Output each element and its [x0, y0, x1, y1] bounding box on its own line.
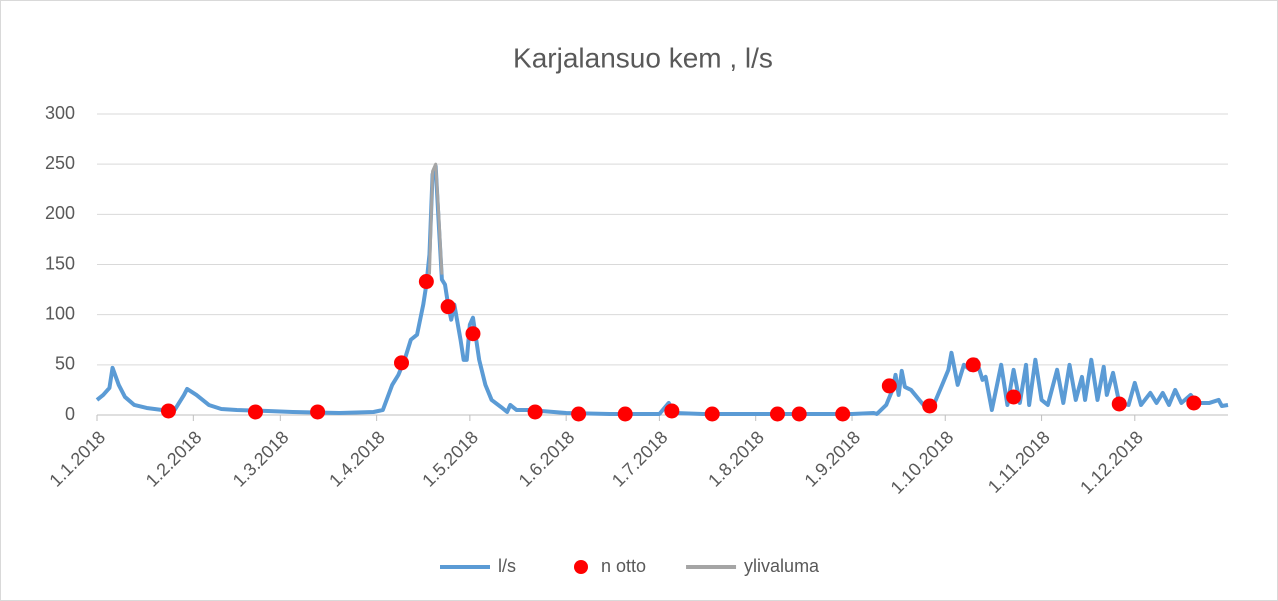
data-point	[769, 406, 785, 422]
data-point	[791, 406, 807, 422]
series-line	[95, 164, 1229, 416]
chart-title: Karjalansuo kem , l/s	[513, 42, 773, 73]
data-point	[1006, 389, 1022, 405]
data-point	[527, 404, 543, 420]
data-point	[160, 403, 176, 419]
data-point	[965, 357, 981, 373]
y-tick-label: 0	[65, 404, 75, 424]
series-line	[427, 162, 444, 275]
data-point	[704, 406, 720, 422]
data-point	[247, 404, 263, 420]
y-tick-label: 200	[45, 203, 75, 223]
data-point	[835, 406, 851, 422]
y-tick-label: 300	[45, 103, 75, 123]
legend-symbol	[574, 560, 588, 574]
y-tick-label: 250	[45, 153, 75, 173]
data-point	[571, 406, 587, 422]
data-point	[394, 355, 409, 371]
data-point	[617, 406, 633, 422]
data-point	[664, 403, 680, 419]
data-point	[1111, 396, 1127, 412]
legend-label: n otto	[601, 556, 646, 576]
data-point	[1186, 395, 1202, 411]
data-point	[465, 326, 481, 342]
data-point	[922, 398, 938, 414]
data-point	[418, 274, 434, 290]
data-point	[440, 299, 456, 315]
y-tick-label: 100	[45, 303, 75, 323]
legend-label: l/s	[498, 556, 516, 576]
legend-label: ylivaluma	[744, 556, 820, 576]
y-tick-label: 50	[55, 354, 75, 374]
data-point	[881, 378, 897, 394]
y-tick-label: 150	[45, 253, 75, 273]
data-point	[310, 404, 326, 420]
